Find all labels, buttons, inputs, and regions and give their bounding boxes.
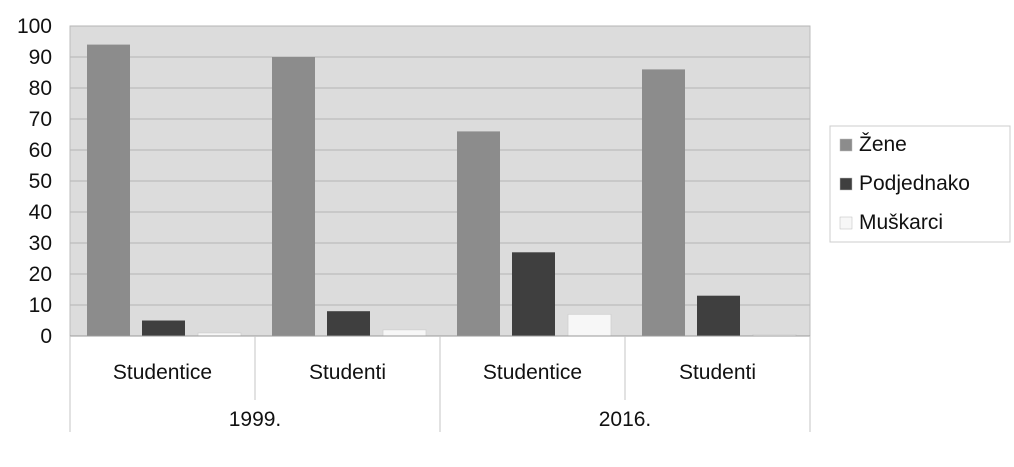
y-tick-label: 80 xyxy=(29,77,52,100)
y-tick-label: 50 xyxy=(29,170,52,193)
category-label: Studentice xyxy=(113,361,212,384)
bar--ene-2 xyxy=(457,131,500,336)
group-label: 2016. xyxy=(599,408,652,431)
bars xyxy=(87,44,797,337)
category-label: Studenti xyxy=(309,361,386,384)
bar-mu-karci-1 xyxy=(382,329,427,337)
legend-label-podjednako: Podjednako xyxy=(859,172,970,195)
y-axis-ticks: 0 10 20 30 40 50 60 70 80 90 100 xyxy=(17,15,52,348)
bar-podjednako-0 xyxy=(142,320,185,336)
bar-podjednako-2 xyxy=(512,252,555,336)
bar-mu-karci-2 xyxy=(567,313,612,337)
bar--ene-3 xyxy=(642,69,685,337)
bar-podjednako-1 xyxy=(327,311,370,336)
y-tick-label: 0 xyxy=(40,325,52,348)
group-label: 1999. xyxy=(229,408,282,431)
legend-label-zene: Žene xyxy=(859,133,907,156)
y-tick-label: 30 xyxy=(29,232,52,255)
y-tick-label: 60 xyxy=(29,139,52,162)
legend-swatch-zene xyxy=(839,138,853,152)
legend-box xyxy=(829,125,1011,243)
y-tick-label: 10 xyxy=(29,294,52,317)
y-tick-label: 70 xyxy=(29,108,52,131)
y-tick-label: 40 xyxy=(29,201,52,224)
x-axis: Studentice Studenti Studentice Studenti 1999… xyxy=(69,335,811,432)
bar--ene-0 xyxy=(87,44,130,336)
legend-label-muskarci: Muškarci xyxy=(859,211,943,234)
bar--ene-1 xyxy=(272,57,315,336)
y-tick-label: 100 xyxy=(17,15,52,38)
y-tick-label: 20 xyxy=(29,263,52,286)
category-label: Studenti xyxy=(679,361,756,384)
legend-swatch-podjednako xyxy=(839,177,853,191)
legend-swatch-muskarci xyxy=(839,216,853,230)
gridlines xyxy=(70,25,810,306)
y-tick-label: 90 xyxy=(29,46,52,69)
category-label: Studentice xyxy=(483,361,582,384)
legend: Žene Podjednako Muškarci xyxy=(829,125,1011,243)
bar-podjednako-3 xyxy=(697,295,740,336)
